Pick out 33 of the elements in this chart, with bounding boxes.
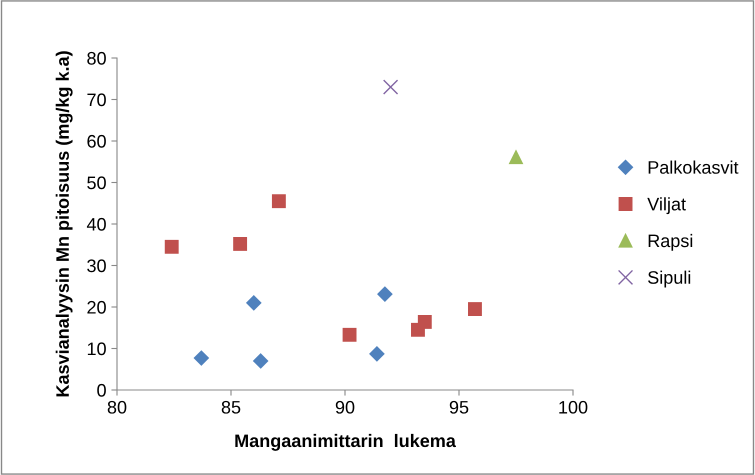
point — [418, 314, 432, 329]
y-tick-label: 60 — [87, 134, 106, 148]
point — [194, 350, 209, 366]
point — [509, 150, 523, 164]
y-tick-label: 30 — [87, 259, 106, 272]
y-tick-label: 50 — [87, 176, 106, 190]
y-tick-label: 20 — [87, 300, 106, 314]
point — [272, 194, 286, 208]
y-tick-label: 0 — [97, 384, 106, 397]
point — [233, 236, 248, 251]
point — [253, 353, 268, 369]
y-tick-label: 40 — [86, 218, 106, 231]
y-tick-label: 10 — [88, 342, 106, 356]
y-tick-label: 80 — [87, 52, 106, 65]
point — [382, 79, 398, 95]
point — [246, 295, 262, 310]
point — [377, 286, 392, 302]
point — [164, 240, 179, 254]
x-tick-label: 100 — [559, 400, 588, 414]
y-axis-title: Kasvianalyysin Mn pitoisuus (mg/kg k.a) — [56, 51, 73, 396]
x-tick-label: 90 — [336, 400, 354, 414]
legend-label: Sipuli — [648, 270, 690, 288]
legend-label: Palkokasvit — [648, 160, 738, 174]
y-tick-label: 70 — [87, 93, 106, 106]
point — [369, 346, 384, 362]
x-tick-label: 80 — [108, 400, 126, 414]
legend-label: Rapsi — [648, 234, 692, 251]
point — [468, 302, 482, 316]
x-tick-label: 95 — [450, 400, 468, 414]
point — [342, 328, 357, 342]
x-axis-title: Mangaanimittarin lukema — [235, 434, 456, 451]
legend-label: Viljat — [647, 197, 686, 214]
x-tick-label: 85 — [222, 400, 240, 414]
